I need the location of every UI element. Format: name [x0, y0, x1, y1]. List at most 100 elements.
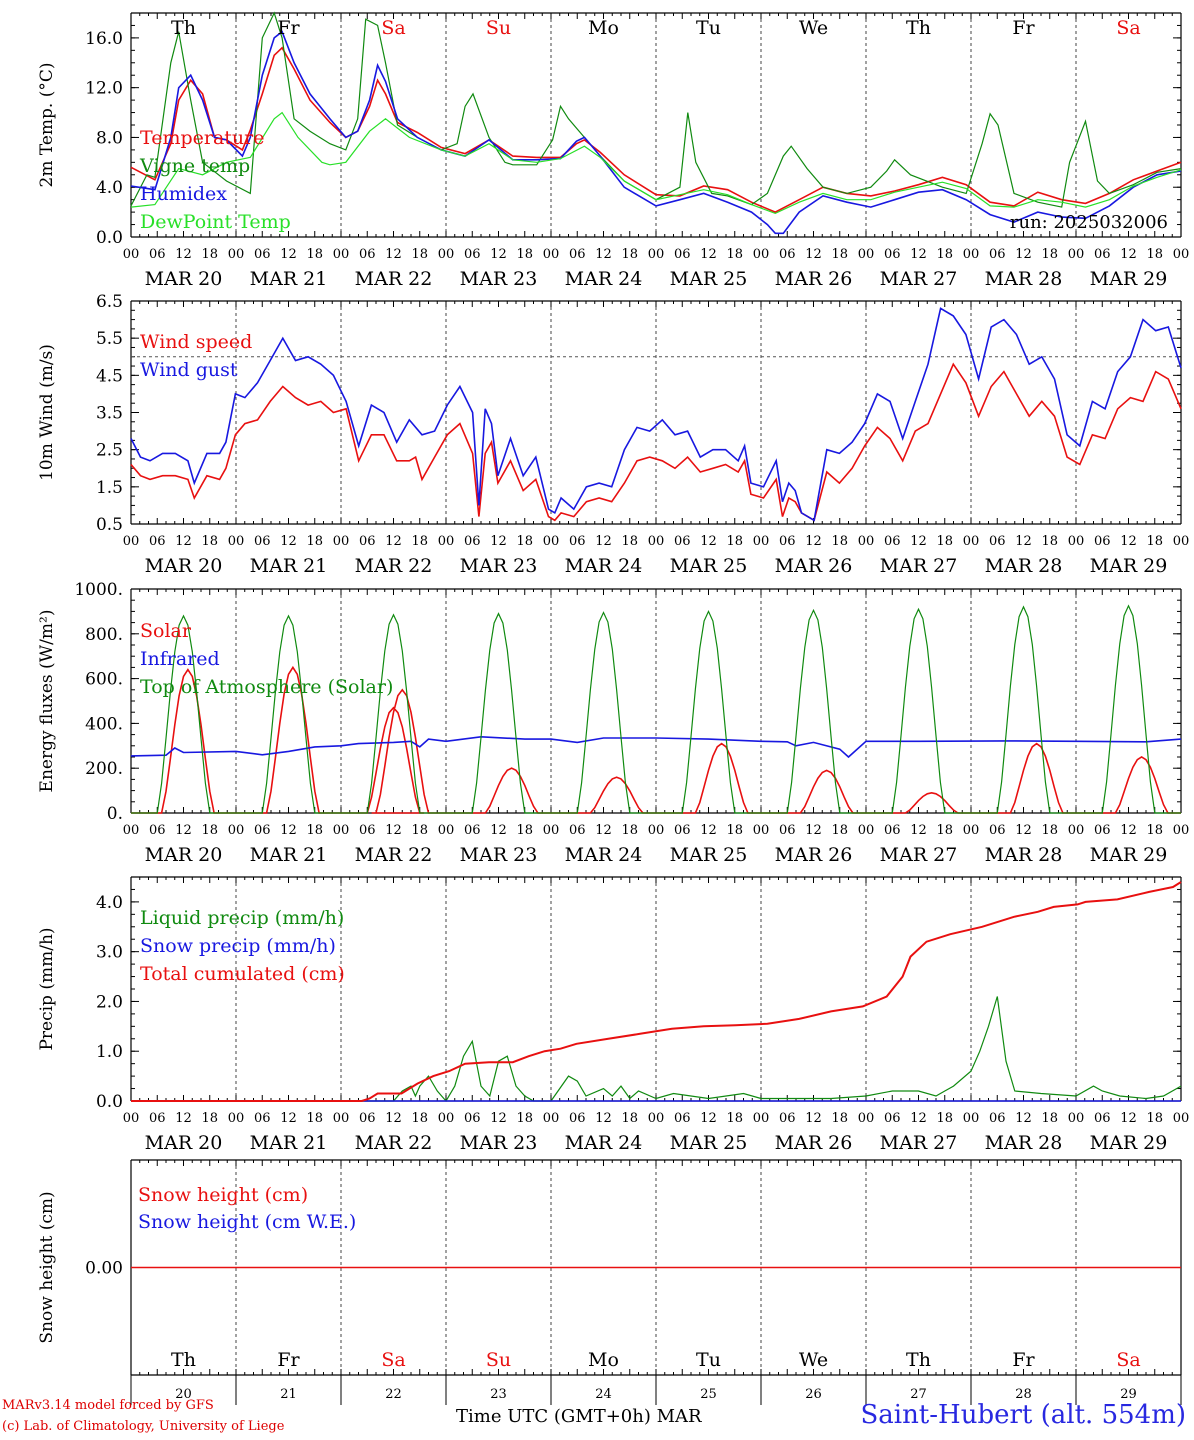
hour-tick-label: 00	[648, 247, 665, 262]
date-label: MAR 24	[565, 268, 643, 290]
hour-tick-label: 12	[595, 1111, 612, 1126]
hour-tick-label: 06	[569, 823, 586, 838]
day-name: Su	[486, 17, 511, 39]
hour-tick-label: 06	[359, 534, 376, 549]
hour-tick-label: 06	[149, 823, 166, 838]
hour-tick-label: 12	[910, 823, 927, 838]
time-axis-title: Time UTC (GMT+0h) MAR	[456, 1406, 702, 1427]
y-tick-label: 800.	[85, 625, 123, 645]
panel-0: 2m Temp. (°C)	[37, 11, 1182, 238]
hour-tick-label: 12	[385, 823, 402, 838]
day-number: 27	[910, 1387, 927, 1402]
hour-tick-label: 00	[648, 823, 665, 838]
hour-tick-label: 00	[753, 1111, 770, 1126]
hour-tick-label: 00	[123, 534, 140, 549]
hour-tick-label: 18	[936, 1111, 953, 1126]
hour-tick-label: 12	[910, 534, 927, 549]
day-number: 22	[385, 1387, 402, 1402]
hour-tick-label: 00	[543, 534, 560, 549]
hour-tick-label: 18	[411, 1111, 428, 1126]
y-tick-label: 12.0	[85, 79, 123, 99]
hour-tick-label: 12	[910, 1111, 927, 1126]
hour-tick-label: 12	[175, 247, 192, 262]
hour-tick-label: 18	[726, 247, 743, 262]
date-label: MAR 20	[145, 1132, 223, 1154]
hour-tick-label: 18	[726, 1111, 743, 1126]
panel-1: 10m Wind (m/s)	[37, 300, 1182, 525]
hour-tick-label: 18	[621, 1111, 638, 1126]
legend-blue: Snow height (cm W.E.)	[138, 1211, 356, 1233]
hour-tick-label: 06	[359, 247, 376, 262]
hour-tick-label: 06	[989, 247, 1006, 262]
y-tick-label: 0.00	[85, 1259, 123, 1279]
hour-tick-label: 06	[464, 823, 481, 838]
day-name-bottom: Fr	[1012, 1349, 1035, 1371]
hour-tick-label: 00	[1173, 823, 1190, 838]
date-label: MAR 25	[670, 268, 748, 290]
legend-green: Liquid precip (mm/h)	[140, 907, 344, 929]
hour-tick-label: 12	[595, 534, 612, 549]
hour-tick-label: 18	[411, 247, 428, 262]
hour-tick-label: 18	[1041, 534, 1058, 549]
date-label: MAR 25	[670, 555, 748, 577]
hour-tick-label: 18	[516, 1111, 533, 1126]
hour-tick-label: 18	[201, 247, 218, 262]
hour-tick-label: 12	[700, 1111, 717, 1126]
hour-tick-label: 00	[123, 1111, 140, 1126]
hour-tick-label: 06	[779, 823, 796, 838]
y-tick-label: 2.0	[96, 992, 123, 1012]
hour-tick-label: 00	[228, 1111, 245, 1126]
hour-tick-label: 12	[700, 823, 717, 838]
y-tick-label: 200.	[85, 759, 123, 779]
hour-tick-label: 12	[490, 534, 507, 549]
date-label: MAR 29	[1090, 1132, 1168, 1154]
day-number: 25	[700, 1387, 717, 1402]
hour-tick-label: 00	[123, 247, 140, 262]
hour-tick-label: 12	[385, 1111, 402, 1126]
hour-tick-label: 06	[569, 534, 586, 549]
y-tick-label: 4.0	[96, 893, 123, 913]
hour-tick-label: 12	[1120, 247, 1137, 262]
date-label: MAR 27	[880, 1132, 958, 1154]
y-axis-label: Precip (mm/h)	[37, 927, 57, 1050]
day-name-bottom: Su	[486, 1349, 511, 1371]
hour-tick-label: 00	[858, 534, 875, 549]
hour-tick-label: 00	[963, 1111, 980, 1126]
hour-tick-label: 00	[1068, 823, 1085, 838]
date-label: MAR 29	[1090, 555, 1168, 577]
day-number: 20	[175, 1387, 192, 1402]
day-name: Tu	[696, 17, 721, 39]
hour-tick-label: 12	[385, 247, 402, 262]
hour-tick-label: 12	[1015, 534, 1032, 549]
day-number: 26	[805, 1387, 822, 1402]
hour-tick-label: 06	[254, 534, 271, 549]
day-number: 24	[595, 1387, 612, 1402]
y-axis-label: 2m Temp. (°C)	[37, 62, 57, 187]
hour-tick-label: 12	[1120, 823, 1137, 838]
hour-tick-label: 06	[884, 247, 901, 262]
hour-tick-label: 06	[779, 247, 796, 262]
series-line-green	[131, 996, 1182, 1103]
hour-tick-label: 06	[464, 534, 481, 549]
y-tick-label: 16.0	[85, 29, 123, 49]
date-label: MAR 20	[145, 555, 223, 577]
day-number: 28	[1015, 1387, 1032, 1402]
hour-tick-label: 18	[726, 534, 743, 549]
hour-tick-label: 00	[438, 247, 455, 262]
hour-tick-label: 18	[936, 534, 953, 549]
hour-tick-label: 18	[201, 823, 218, 838]
day-name-bottom: Th	[171, 1349, 196, 1371]
legend-blue: Wind gust	[140, 359, 238, 381]
hour-tick-label: 06	[254, 823, 271, 838]
hour-tick-label: 18	[411, 823, 428, 838]
hour-tick-label: 12	[490, 1111, 507, 1126]
hour-tick-label: 00	[123, 823, 140, 838]
date-label: MAR 27	[880, 844, 958, 866]
y-tick-label: 1000.	[74, 580, 123, 600]
hour-tick-label: 18	[1041, 1111, 1058, 1126]
hour-tick-label: 06	[254, 1111, 271, 1126]
day-name-bottom: Sa	[1116, 1349, 1140, 1371]
y-tick-label: 8.0	[96, 128, 123, 148]
hour-tick-label: 06	[884, 823, 901, 838]
month-label: MAR	[656, 1406, 702, 1427]
